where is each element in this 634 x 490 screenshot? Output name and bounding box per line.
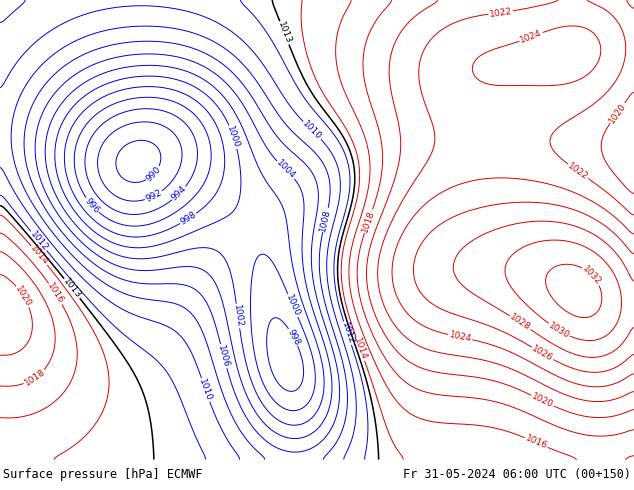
Text: 1010: 1010	[301, 119, 323, 142]
Text: 1016: 1016	[524, 434, 548, 451]
Text: 1013: 1013	[276, 21, 293, 45]
Text: 998: 998	[179, 210, 198, 227]
Text: 1028: 1028	[508, 313, 533, 333]
Text: 1024: 1024	[519, 29, 543, 45]
Text: 1020: 1020	[530, 392, 555, 410]
Text: 1012: 1012	[28, 229, 49, 253]
Text: 1026: 1026	[531, 344, 555, 363]
Text: 1012: 1012	[340, 321, 355, 345]
Text: Surface pressure [hPa] ECMWF: Surface pressure [hPa] ECMWF	[3, 468, 203, 481]
Text: 1020: 1020	[13, 284, 33, 308]
Text: 1006: 1006	[216, 344, 231, 368]
Text: 992: 992	[144, 188, 164, 204]
Text: 990: 990	[145, 165, 163, 183]
Text: 1030: 1030	[547, 320, 571, 340]
Text: 1000: 1000	[226, 124, 242, 149]
Text: 1020: 1020	[607, 101, 628, 125]
Text: 1013: 1013	[61, 277, 82, 300]
Text: 1018: 1018	[23, 368, 47, 388]
Text: 1014: 1014	[353, 337, 368, 361]
Text: 1002: 1002	[232, 304, 244, 328]
Text: 1022: 1022	[489, 6, 512, 19]
Text: Fr 31-05-2024 06:00 UTC (00+150): Fr 31-05-2024 06:00 UTC (00+150)	[403, 468, 631, 481]
Text: 1004: 1004	[275, 159, 297, 181]
Text: 1024: 1024	[448, 330, 472, 344]
Text: 1018: 1018	[361, 209, 377, 234]
Text: 1000: 1000	[284, 293, 302, 318]
Text: 1010: 1010	[197, 377, 214, 402]
Text: 996: 996	[83, 196, 101, 215]
Text: 998: 998	[285, 327, 302, 347]
Text: 1016: 1016	[46, 282, 65, 306]
Text: 1032: 1032	[581, 264, 604, 287]
Text: 994: 994	[170, 184, 188, 203]
Text: 1008: 1008	[318, 208, 332, 232]
Text: 1014: 1014	[29, 244, 50, 267]
Text: 1022: 1022	[566, 161, 590, 182]
